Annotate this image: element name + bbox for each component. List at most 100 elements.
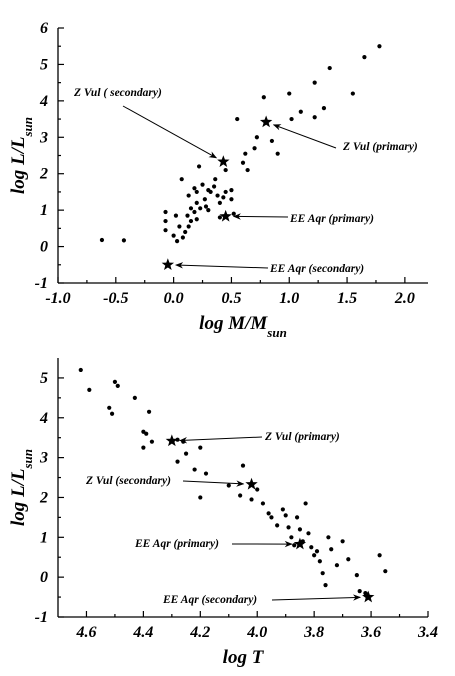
- data-point: [202, 197, 207, 202]
- data-point: [286, 525, 291, 530]
- data-point: [266, 511, 271, 516]
- data-point: [249, 497, 254, 502]
- annotation-arrow: [271, 594, 362, 601]
- data-point: [252, 146, 257, 151]
- annotation-label: Z Vul ( secondary): [73, 87, 162, 99]
- data-point: [240, 160, 246, 165]
- data-point: [213, 177, 218, 182]
- data-point: [87, 387, 92, 392]
- data-point: [238, 493, 243, 498]
- data-point: [383, 569, 388, 574]
- data-point: [231, 211, 236, 216]
- star-marker: [219, 209, 232, 222]
- data-point: [141, 445, 146, 450]
- data-point: [329, 547, 334, 552]
- data-point: [323, 583, 328, 588]
- temperature-luminosity-chart: 4.6 4.4 4.2 4.0 3.8 3.6 3.4 -1 0 1 2 3 4 5 log T log L/…: [8, 358, 438, 668]
- data-point: [294, 515, 300, 520]
- data-point: [289, 535, 294, 540]
- x-tick-label: 3.6: [360, 624, 381, 641]
- data-point: [320, 571, 325, 576]
- data-point: [186, 224, 191, 229]
- data-point: [297, 527, 303, 532]
- data-point: [303, 501, 308, 506]
- annotation-arrow: [179, 436, 263, 444]
- data-point: [163, 209, 168, 215]
- data-point: [346, 557, 351, 562]
- data-point: [221, 195, 226, 200]
- x-tick-label: 3.4: [417, 624, 438, 641]
- mass-luminosity-chart: -1.0 -0.5 0.0 0.5 1.0 1.5 2.0 -1 0 1 2 3 4 5 6 log M/Ms…: [8, 20, 428, 340]
- x-tick-label: 4.6: [75, 624, 96, 641]
- data-point: [194, 189, 199, 195]
- y-tick-label: 0: [40, 569, 48, 586]
- y-tick-label: 3: [39, 450, 48, 467]
- data-point: [198, 206, 203, 211]
- y-tick-label: 2: [39, 489, 48, 506]
- annotation-label: EE Aqr (primary): [134, 538, 219, 550]
- data-point: [287, 91, 292, 96]
- data-point: [206, 208, 211, 213]
- data-point: [208, 189, 213, 195]
- data-point: [174, 239, 180, 244]
- data-point: [175, 437, 180, 442]
- data-point: [309, 545, 314, 550]
- data-point: [245, 167, 250, 173]
- y-tick-label: 3: [39, 129, 48, 146]
- data-point: [186, 193, 191, 198]
- data-point: [235, 116, 240, 122]
- data-point: [283, 513, 288, 518]
- y-tick-label: 1: [40, 529, 48, 546]
- data-point: [280, 507, 285, 512]
- data-point: [180, 235, 185, 240]
- data-point: [173, 213, 179, 218]
- data-point: [196, 164, 202, 169]
- data-point: [185, 213, 190, 218]
- data-point: [240, 463, 246, 468]
- annotation-arrow: [182, 480, 245, 487]
- annotation-arrow: [272, 124, 337, 149]
- data-point: [275, 523, 280, 528]
- data-point: [149, 439, 155, 444]
- data-point: [203, 204, 209, 209]
- data-point: [243, 151, 248, 156]
- x-axis-title: log T: [223, 647, 265, 668]
- x-tick-label: 0.5: [221, 290, 241, 307]
- data-point: [198, 495, 203, 500]
- data-point: [229, 188, 234, 193]
- data-point: [269, 138, 275, 144]
- data-point: [298, 109, 303, 114]
- data-point: [377, 44, 382, 49]
- data-point: [314, 549, 320, 554]
- data-point: [326, 535, 331, 540]
- data-point: [261, 95, 266, 100]
- data-point: [198, 445, 203, 450]
- annotation-label: EE Aqr (primary): [289, 213, 374, 225]
- data-point: [321, 106, 327, 111]
- annotation-arrow: [232, 213, 289, 220]
- data-point: [363, 590, 368, 596]
- data-point: [78, 367, 83, 373]
- data-point: [183, 229, 188, 235]
- data-point: [177, 224, 182, 229]
- data-point: [179, 177, 184, 182]
- data-point: [109, 411, 115, 416]
- y-tick-label: 2: [39, 166, 48, 183]
- data-point: [340, 539, 345, 544]
- annotation-arrow: [175, 262, 269, 269]
- y-tick-label: 6: [40, 20, 48, 37]
- data-point: [306, 531, 311, 536]
- star-marker: [161, 258, 175, 271]
- data-point: [99, 237, 105, 243]
- data-point: [312, 80, 317, 85]
- data-point: [203, 471, 209, 476]
- data-point: [192, 467, 197, 472]
- star-marker: [259, 115, 273, 128]
- x-tick-label: 4.0: [246, 624, 267, 641]
- y-tick-label: 4: [39, 93, 48, 110]
- data-point: [350, 91, 355, 96]
- data-point: [194, 200, 199, 205]
- data-point: [146, 409, 152, 414]
- data-point: [144, 431, 149, 436]
